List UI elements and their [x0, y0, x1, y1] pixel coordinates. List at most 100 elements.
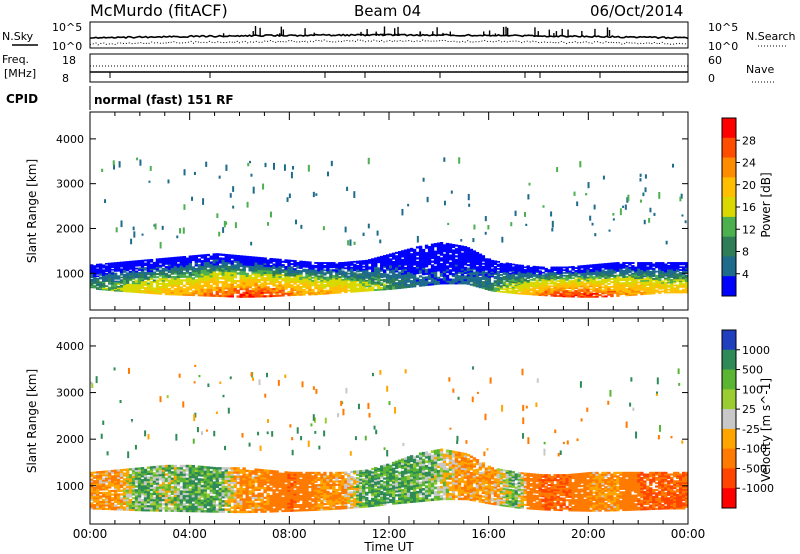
range-cell [353, 280, 357, 283]
range-cell [433, 261, 438, 265]
range-cell [101, 474, 106, 477]
colorbar-segment [722, 177, 736, 198]
range-cell [607, 270, 611, 273]
range-cell [475, 269, 480, 272]
range-cell [394, 275, 399, 278]
range-cell [215, 274, 219, 278]
range-cell [427, 272, 432, 275]
range-cell [332, 284, 336, 287]
range-cell [682, 280, 686, 283]
range-cell [314, 261, 318, 264]
range-cell [116, 281, 121, 284]
range-cell [619, 288, 623, 291]
range-cell [149, 282, 154, 285]
range-cell [125, 283, 130, 286]
range-cell [254, 276, 258, 280]
range-cell [362, 260, 366, 262]
range-cell [344, 263, 348, 265]
range-cell [652, 291, 656, 293]
scatter-echo [141, 233, 144, 236]
range-cell [95, 492, 100, 495]
range-cell [98, 269, 103, 272]
range-cell [631, 272, 635, 275]
range-cell [430, 269, 435, 273]
range-cell [389, 282, 393, 285]
range-cell [206, 282, 210, 286]
range-cell [430, 247, 435, 250]
range-cell [149, 466, 154, 469]
range-cell [457, 259, 462, 262]
range-cell [188, 481, 193, 485]
range-cell [586, 291, 590, 294]
range-cell [475, 256, 480, 259]
range-cell [559, 269, 563, 272]
range-cell [661, 264, 665, 267]
range-cell [107, 498, 112, 502]
range-cell [634, 293, 638, 296]
range-cell [598, 288, 602, 290]
range-cell [646, 278, 650, 281]
range-cell [424, 259, 429, 262]
range-cell [484, 285, 489, 287]
range-cell [173, 507, 178, 510]
range-cell [550, 269, 554, 271]
range-cell [230, 264, 234, 267]
range-cell [287, 294, 291, 297]
station-title: McMurdo (fitACF) [90, 1, 228, 20]
range-cell [403, 263, 408, 266]
range-cell [134, 469, 139, 472]
range-cell [134, 286, 139, 289]
range-cell [490, 265, 495, 268]
range-cell [119, 273, 124, 276]
range-cell [98, 274, 103, 276]
range-cell [631, 266, 635, 269]
range-cell [146, 270, 151, 273]
range-cell [140, 290, 145, 292]
range-cell [586, 276, 590, 279]
range-cell [559, 267, 563, 270]
range-cell [314, 291, 318, 294]
range-cell [433, 273, 438, 276]
range-cell [146, 500, 151, 504]
range-cell [685, 277, 689, 280]
range-cell [628, 286, 632, 289]
range-cell [344, 267, 348, 270]
range-cell [191, 282, 196, 286]
range-cell [206, 275, 210, 278]
nave-tick-top: 60 [708, 54, 722, 67]
range-cell [152, 505, 157, 508]
range-cell [311, 281, 315, 284]
range-cell [140, 261, 145, 264]
range-cell [415, 262, 420, 266]
range-cell [233, 287, 237, 290]
range-cell [359, 281, 363, 284]
range-cell [170, 481, 175, 485]
range-cell [496, 267, 501, 270]
range-cell [502, 267, 507, 270]
range-cell [613, 281, 617, 283]
range-cell [107, 497, 112, 500]
range-cell [356, 277, 360, 280]
range-cell [505, 274, 509, 277]
range-cell [266, 268, 270, 271]
range-cell [541, 293, 545, 295]
range-cell [682, 269, 686, 271]
range-cell [454, 248, 459, 251]
range-cell [95, 280, 100, 282]
range-cell [403, 249, 408, 252]
range-cell [200, 484, 205, 488]
range-cell [427, 261, 432, 264]
range-cell [538, 288, 542, 291]
range-cell [266, 266, 270, 269]
range-cell [514, 266, 518, 269]
range-cell [424, 280, 429, 283]
range-cell [338, 286, 342, 288]
range-cell [146, 279, 151, 282]
range-cell [676, 280, 680, 283]
range-cell [245, 295, 249, 298]
range-cell [290, 259, 294, 262]
range-cell [203, 275, 208, 278]
range-cell [185, 501, 190, 504]
range-cell [583, 284, 587, 286]
range-cell [487, 271, 492, 274]
